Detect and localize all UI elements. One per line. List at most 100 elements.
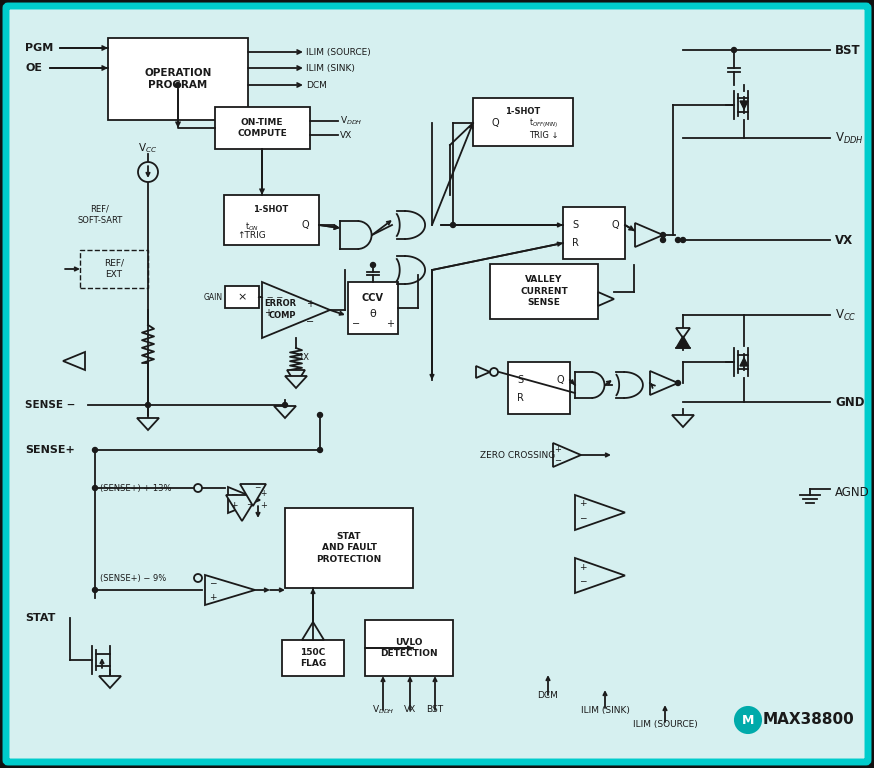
Text: TRIG ↓: TRIG ↓	[529, 131, 558, 141]
Bar	[224, 195, 319, 245]
Text: ILIM (SOURCE): ILIM (SOURCE)	[633, 720, 697, 730]
Bar	[508, 362, 570, 414]
Text: (SENSE+) + 13%: (SENSE+) + 13%	[100, 484, 171, 492]
Text: S: S	[572, 220, 578, 230]
Circle shape	[450, 223, 455, 227]
Bar	[80, 250, 148, 288]
Text: −: −	[579, 514, 586, 522]
Text: V$_{CC}$: V$_{CC}$	[835, 307, 857, 323]
Polygon shape	[205, 575, 255, 605]
Text: DCM: DCM	[306, 81, 327, 90]
Text: +: +	[209, 592, 217, 601]
Text: SENSE −: SENSE −	[25, 400, 75, 410]
Text: ↑TRIG: ↑TRIG	[238, 231, 267, 240]
Text: BST: BST	[835, 44, 861, 57]
Text: R: R	[517, 393, 524, 403]
Circle shape	[681, 237, 685, 243]
Polygon shape	[63, 352, 85, 370]
Polygon shape	[285, 376, 307, 388]
Circle shape	[194, 484, 202, 492]
Circle shape	[145, 402, 150, 408]
Text: ×: ×	[238, 292, 246, 302]
Circle shape	[317, 412, 323, 418]
Bar	[225, 286, 259, 308]
Polygon shape	[575, 558, 625, 593]
Text: −: −	[246, 501, 253, 509]
Bar	[285, 508, 413, 588]
Circle shape	[176, 82, 181, 88]
Text: DCM: DCM	[538, 690, 558, 700]
Circle shape	[282, 402, 288, 408]
Text: +: +	[230, 502, 238, 511]
Text: UVLO
DETECTION: UVLO DETECTION	[380, 638, 438, 658]
Polygon shape	[650, 371, 678, 395]
Text: +: +	[579, 499, 586, 508]
Polygon shape	[274, 406, 296, 418]
Polygon shape	[676, 336, 690, 348]
Text: M: M	[742, 713, 754, 727]
Polygon shape	[740, 358, 748, 366]
Text: V$_{DDH}$: V$_{DDH}$	[371, 703, 394, 717]
Text: +: +	[579, 562, 586, 571]
Text: − − −: − − −	[257, 293, 283, 303]
Text: VX: VX	[835, 233, 853, 247]
Text: +: +	[264, 308, 272, 318]
Circle shape	[93, 485, 98, 491]
Polygon shape	[476, 366, 490, 378]
Bar	[490, 264, 598, 319]
Text: MAX38800: MAX38800	[762, 713, 854, 727]
Text: 1X: 1X	[298, 353, 309, 362]
Text: VX: VX	[340, 131, 352, 140]
Bar	[215, 107, 310, 149]
Circle shape	[676, 237, 681, 243]
Circle shape	[371, 263, 376, 267]
Text: V$_{CC}$: V$_{CC}$	[138, 141, 157, 155]
Circle shape	[490, 368, 498, 376]
Polygon shape	[228, 487, 260, 513]
Text: Q: Q	[491, 118, 499, 128]
Text: ON-TIME
COMPUTE: ON-TIME COMPUTE	[237, 118, 287, 138]
Text: +: +	[260, 501, 267, 509]
Text: VALLEY
CURRENT
SENSE: VALLEY CURRENT SENSE	[520, 276, 568, 306]
Circle shape	[93, 588, 98, 592]
Text: t$_{ON}$: t$_{ON}$	[245, 220, 259, 233]
Polygon shape	[553, 443, 581, 467]
Text: BST: BST	[427, 706, 444, 714]
Circle shape	[138, 162, 158, 182]
Polygon shape	[240, 484, 266, 506]
Circle shape	[735, 707, 761, 733]
Text: V$_{DDH}$: V$_{DDH}$	[835, 131, 864, 146]
Text: Q: Q	[611, 220, 619, 230]
Circle shape	[676, 380, 681, 386]
Text: +: +	[555, 445, 561, 455]
Text: CCV: CCV	[362, 293, 384, 303]
Text: −: −	[253, 484, 260, 492]
Text: ILIM (SINK): ILIM (SINK)	[306, 64, 355, 72]
Polygon shape	[598, 292, 614, 306]
Polygon shape	[676, 328, 690, 338]
Text: S: S	[517, 375, 523, 385]
Text: SENSE+: SENSE+	[25, 445, 75, 455]
Text: STAT: STAT	[25, 613, 55, 623]
Bar	[473, 98, 573, 146]
Text: ILIM (SOURCE): ILIM (SOURCE)	[306, 48, 371, 57]
Text: VX: VX	[404, 706, 416, 714]
Polygon shape	[287, 370, 305, 384]
Text: −: −	[306, 317, 314, 327]
Polygon shape	[575, 495, 625, 530]
Text: +: +	[260, 488, 267, 498]
Polygon shape	[226, 495, 258, 521]
Text: GAIN: GAIN	[204, 293, 223, 302]
Circle shape	[317, 448, 323, 452]
Circle shape	[93, 448, 98, 452]
Text: ERROR: ERROR	[264, 299, 296, 307]
Polygon shape	[99, 676, 121, 688]
Circle shape	[194, 574, 202, 582]
Bar	[348, 282, 398, 334]
Text: V$_{DDH}$: V$_{DDH}$	[340, 114, 363, 127]
Text: −: −	[352, 319, 360, 329]
Bar	[365, 620, 453, 676]
Circle shape	[661, 233, 665, 237]
Bar	[108, 38, 248, 120]
Text: +: +	[306, 299, 314, 309]
